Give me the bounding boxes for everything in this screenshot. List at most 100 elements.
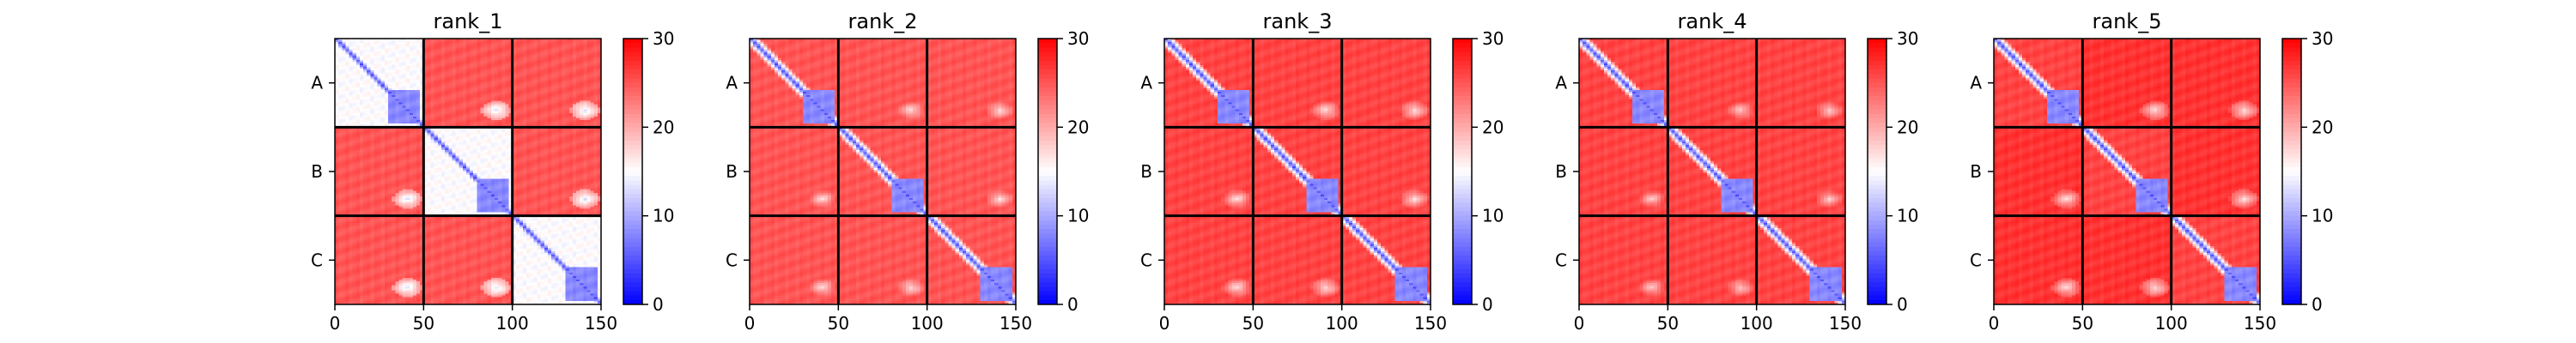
heatmap-cell xyxy=(526,92,530,93)
heatmap-cell xyxy=(480,118,483,120)
heatmap-cell xyxy=(403,53,406,55)
heatmap-cell xyxy=(441,57,445,58)
heatmap-cell xyxy=(551,53,555,55)
heatmap-cell xyxy=(360,72,363,74)
heatmap-cell xyxy=(466,92,470,93)
heatmap-cell xyxy=(566,65,569,67)
heatmap-cell xyxy=(403,83,406,85)
heatmap-cell xyxy=(349,42,353,44)
heatmap-cell xyxy=(538,110,541,111)
heatmap-cell xyxy=(544,77,548,79)
heatmap-cell xyxy=(349,115,353,117)
heatmap-cell xyxy=(370,80,374,81)
heatmap-cell xyxy=(345,44,349,45)
heatmap-cell xyxy=(501,83,505,85)
heatmap-cell xyxy=(370,51,374,52)
heatmap-cell xyxy=(583,60,586,62)
heatmap-cell xyxy=(356,58,360,60)
heatmap-cell xyxy=(385,77,388,79)
heatmap-cell xyxy=(544,74,548,75)
heatmap-cell xyxy=(516,93,519,95)
heatmap-cell xyxy=(398,100,402,102)
heatmap-cell xyxy=(526,95,530,97)
heatmap-cell xyxy=(473,81,477,83)
heatmap-cell xyxy=(484,111,488,113)
heatmap-cell xyxy=(388,117,392,118)
heatmap-cell xyxy=(410,45,413,47)
heatmap-panel: rank_10 50 100 150ABC0102030 xyxy=(311,9,674,334)
heatmap-cell xyxy=(463,57,466,58)
heatmap-cell xyxy=(356,81,360,83)
heatmap-cell xyxy=(523,102,526,104)
heatmap-cell xyxy=(441,58,445,60)
heatmap-cell xyxy=(392,90,395,92)
heatmap-cell xyxy=(470,90,473,92)
heatmap-cell xyxy=(427,118,430,120)
heatmap-cell xyxy=(541,118,544,120)
heatmap-cell xyxy=(488,87,491,88)
heatmap-cell xyxy=(516,67,519,69)
heatmap-cell xyxy=(398,95,402,97)
heatmap-cell xyxy=(374,93,377,95)
heatmap-cell xyxy=(484,99,488,100)
heatmap-cell xyxy=(484,58,488,60)
heatmap-cell xyxy=(594,110,598,111)
heatmap-cell xyxy=(569,40,573,42)
heatmap-cell xyxy=(441,65,445,67)
heatmap-cell xyxy=(406,90,410,92)
heatmap-cell xyxy=(548,74,551,75)
heatmap-cell xyxy=(431,65,434,67)
heatmap-cell xyxy=(583,55,586,57)
heatmap-cell xyxy=(388,92,392,93)
heatmap-cell xyxy=(495,53,498,55)
heatmap-cell xyxy=(548,99,551,100)
heatmap-cell xyxy=(530,77,533,79)
heatmap-cell xyxy=(392,80,395,81)
heatmap-cell xyxy=(338,95,342,97)
heatmap-cell xyxy=(591,58,594,60)
heatmap-cell xyxy=(349,80,353,81)
heatmap-cell xyxy=(448,113,452,115)
heatmap-cell xyxy=(360,108,363,110)
heatmap-cell xyxy=(438,106,441,108)
heatmap-cell xyxy=(491,85,495,87)
heatmap-cell xyxy=(538,77,541,79)
heatmap-cell xyxy=(345,62,349,63)
heatmap-cell xyxy=(367,47,370,49)
heatmap-cell xyxy=(349,49,353,51)
heatmap-cell xyxy=(370,62,374,63)
heatmap-cell xyxy=(338,88,342,90)
heatmap-cell xyxy=(523,53,526,55)
heatmap-cell xyxy=(555,102,558,104)
heatmap-cell xyxy=(367,51,370,52)
heatmap-cell xyxy=(576,87,580,88)
heatmap-cell xyxy=(470,106,473,108)
heatmap-cell xyxy=(456,65,459,67)
heatmap-cell xyxy=(374,102,377,104)
heatmap-cell xyxy=(431,70,434,72)
heatmap-cell xyxy=(555,55,558,57)
heatmap-cell xyxy=(381,51,385,52)
heatmap-cell xyxy=(466,115,470,117)
heatmap-cell xyxy=(470,44,473,45)
heatmap-cell xyxy=(566,87,569,88)
heatmap-cell xyxy=(491,104,495,105)
heatmap-cell xyxy=(466,75,470,77)
heatmap-cell xyxy=(416,80,420,81)
heatmap-cell xyxy=(555,110,558,111)
heatmap-cell xyxy=(501,57,505,58)
heatmap-cell xyxy=(463,92,466,93)
heatmap-cell xyxy=(576,70,580,72)
heatmap-cell xyxy=(367,117,370,118)
heatmap-cell xyxy=(505,113,508,115)
heatmap-cell xyxy=(594,115,598,117)
heatmap-cell xyxy=(470,57,473,58)
heatmap-cell xyxy=(410,62,413,63)
heatmap-cell xyxy=(441,100,445,102)
heatmap-cell xyxy=(562,83,566,85)
heatmap-cell xyxy=(526,47,530,49)
heatmap-cell xyxy=(516,45,519,47)
heatmap-cell xyxy=(416,60,420,62)
heatmap-cell xyxy=(356,113,360,115)
heatmap-cell xyxy=(491,87,495,88)
